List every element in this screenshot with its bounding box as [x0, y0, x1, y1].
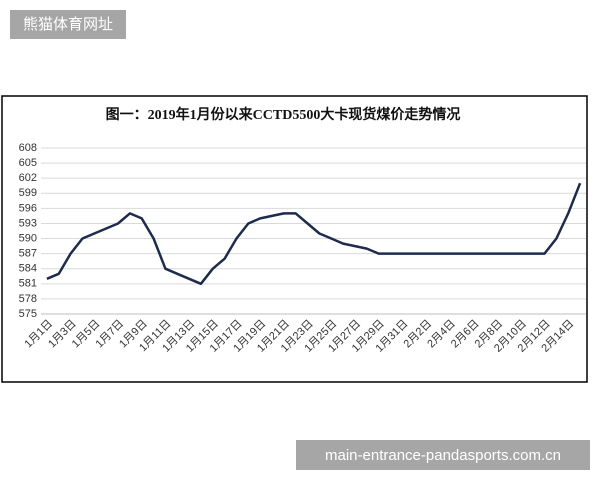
- price-line: [46, 182, 582, 286]
- watermark-bg: [296, 440, 590, 470]
- badge-bg: [10, 10, 126, 39]
- watermark: main-entrance-pandasports.com.cn: [325, 447, 561, 464]
- y-tick-label: 599: [19, 187, 37, 199]
- y-tick-label: 587: [19, 248, 37, 260]
- y-tick-label: 596: [19, 202, 37, 214]
- y-tick-label: 605: [19, 157, 37, 169]
- chart-title: 图一：2019年1月份以来CCTD5500大卡现货煤价走势情况: [106, 106, 461, 123]
- badge: 熊猫体育网址: [23, 16, 113, 33]
- y-tick-label: 581: [19, 278, 37, 290]
- y-tick-label: 593: [19, 217, 37, 229]
- y-tick-label: 590: [19, 232, 37, 244]
- y-tick-label: 575: [19, 308, 37, 320]
- y-tick-label: 602: [19, 172, 37, 184]
- y-tick-label: 608: [19, 142, 37, 154]
- y-tick-label: 578: [19, 293, 37, 305]
- y-tick-label: 584: [19, 263, 37, 275]
